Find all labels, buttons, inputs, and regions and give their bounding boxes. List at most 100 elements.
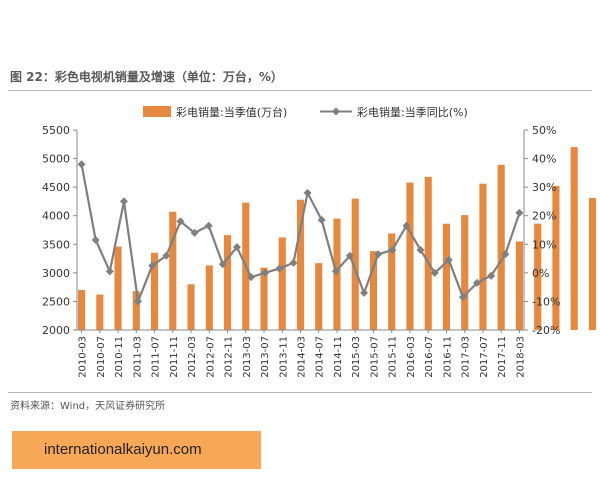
growth-point-30 — [501, 250, 510, 259]
right-tick-label: 10% — [532, 238, 556, 251]
growth-point-18 — [331, 267, 340, 276]
right-tick-label: 50% — [532, 124, 556, 137]
right-tick-label: 40% — [532, 153, 556, 166]
right-tick-label: 20% — [532, 210, 556, 223]
x-tick-label: 2014-11 — [333, 336, 344, 378]
legend-bar-label: 彩电销量:当季值(万台) — [176, 105, 287, 119]
left-tick-label: 4500 — [42, 181, 70, 194]
bar-2013-11 — [278, 237, 286, 330]
growth-point-27 — [458, 293, 467, 302]
bar-2010-03 — [78, 290, 86, 330]
figure-title: 图 22：彩色电视机销量及增速（单位：万台，%） — [10, 70, 283, 84]
bar-2016-11 — [442, 223, 451, 330]
data-source-note: 资料来源：Wind，天风证券研究所 — [10, 401, 166, 412]
x-tick-label: 2016-07 — [424, 336, 435, 378]
x-tick-label: 2011-03 — [132, 336, 143, 378]
x-tick-label: 2016-03 — [406, 336, 417, 378]
x-tick-label: 2015-07 — [369, 336, 380, 378]
legend-bar-swatch — [143, 106, 171, 117]
bar-2013-07 — [260, 267, 268, 330]
bar-2017-07 — [479, 183, 487, 330]
left-tick-label: 2500 — [42, 295, 70, 308]
bar-2015-07 — [369, 251, 378, 330]
x-tick-label: 2010-03 — [78, 336, 89, 378]
legend-line-marker — [332, 107, 340, 116]
growth-point-17 — [317, 216, 326, 224]
growth-point-15 — [289, 258, 298, 267]
growth-point-10 — [218, 260, 227, 269]
growth-point-20 — [360, 288, 369, 297]
growth-point-22 — [388, 246, 397, 254]
right-tick-label: -10% — [532, 295, 560, 308]
growth-point-8 — [190, 228, 199, 237]
legend-line-label: 彩电销量:当季同比(%) — [357, 105, 468, 119]
bar-2017-03 — [461, 215, 469, 330]
growth-point-13 — [261, 268, 270, 277]
left-tick-label: 3500 — [42, 238, 70, 251]
growth-line — [80, 164, 521, 306]
growth-point-0 — [77, 160, 86, 169]
x-tick-label: 2010-07 — [96, 336, 107, 378]
bar-2016-07 — [424, 176, 432, 330]
x-tick-label: 2013-11 — [278, 336, 289, 378]
growth-point-6 — [162, 251, 171, 260]
x-tick-label: 2014-07 — [315, 336, 326, 378]
growth-point-31 — [515, 208, 524, 217]
x-tick-label: 2012-11 — [224, 336, 235, 378]
bar-2011-03 — [132, 291, 140, 330]
title-divider — [8, 90, 592, 91]
growth-point-7 — [176, 217, 185, 226]
source-divider — [8, 392, 592, 393]
x-tick-label: 2011-07 — [151, 336, 162, 378]
growth-point-24 — [416, 246, 425, 254]
x-tick-label: 2017-07 — [479, 336, 490, 378]
growth-point-4 — [134, 297, 143, 306]
growth-point-25 — [430, 268, 439, 277]
bar-undefined — [570, 147, 578, 330]
growth-point-9 — [204, 221, 213, 230]
growth-point-23 — [402, 221, 411, 230]
bar-2014-11 — [333, 218, 341, 330]
bar-2014-07 — [315, 263, 323, 330]
x-tick-label: 2014-03 — [297, 336, 308, 378]
bar-2011-07 — [150, 252, 159, 330]
growth-point-12 — [247, 273, 256, 282]
bar-2015-11 — [388, 233, 396, 330]
bar-undefined — [534, 223, 542, 330]
x-tick-label: 2013-07 — [260, 336, 271, 378]
growth-point-29 — [487, 271, 496, 280]
right-tick-label: -20% — [532, 324, 560, 337]
bar-2015-03 — [351, 198, 359, 330]
right-tick-label: 0% — [532, 267, 549, 280]
bar-2014-03 — [296, 199, 305, 330]
growth-point-14 — [275, 264, 284, 273]
bar-series — [78, 147, 596, 330]
watermark-text: internationalkaiyun.com — [44, 441, 202, 458]
line-series — [77, 160, 524, 306]
left-tick-label: 5000 — [42, 153, 70, 166]
bar-2012-11 — [223, 235, 232, 330]
watermark-banner: internationalkaiyun.com — [12, 431, 261, 469]
growth-point-1 — [91, 236, 100, 244]
growth-point-11 — [232, 243, 241, 252]
bar-undefined — [552, 186, 560, 330]
bar-2012-03 — [187, 284, 195, 330]
bar-2011-11 — [169, 211, 177, 330]
chart-axes: 2000 2500 3000 3500 4000 4500 5000 5500 -20% -10%… — [42, 124, 560, 378]
chart-legend: 彩电销量:当季值(万台) 彩电销量:当季同比(%) — [143, 105, 468, 119]
bar-2018-03 — [515, 241, 523, 330]
left-tick-label: 5500 — [42, 124, 70, 137]
x-tick-label: 2011-11 — [169, 336, 180, 378]
x-tick-label: 2018-03 — [515, 336, 526, 378]
bar-2016-03 — [406, 182, 414, 330]
x-tick-label: 2015-03 — [351, 336, 362, 378]
bar-2017-11 — [497, 164, 505, 330]
x-tick-label: 2013-03 — [242, 336, 253, 378]
bar-2010-11 — [114, 246, 122, 330]
x-tick-label: 2017-11 — [497, 336, 508, 378]
sales-growth-chart: 彩电销量:当季值(万台) 彩电销量:当季同比(%) 2000 2500 3000 350… — [42, 105, 596, 378]
x-tick-label: 2012-03 — [187, 336, 198, 378]
right-tick-label: 30% — [532, 181, 556, 194]
growth-point-3 — [119, 197, 128, 206]
bar-2010-07 — [96, 294, 104, 330]
